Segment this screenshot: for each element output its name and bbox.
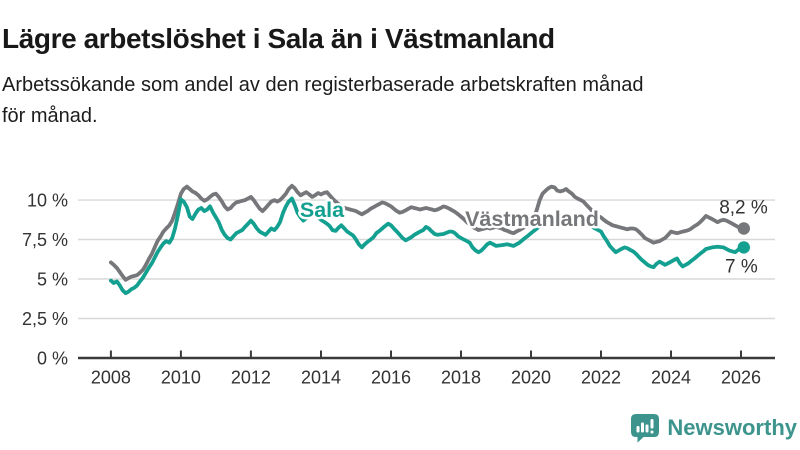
x-axis-tick-label: 2024 xyxy=(651,368,691,388)
x-axis-tick-label: 2020 xyxy=(511,368,551,388)
series-end-value-sala: 7 % xyxy=(725,256,758,277)
y-axis-tick-label: 2,5 % xyxy=(22,309,68,329)
x-axis-tick-label: 2016 xyxy=(371,368,411,388)
y-axis-tick-label: 5 % xyxy=(37,270,68,290)
chart-subtitle: Arbetssökande som andel av den registerb… xyxy=(2,70,782,132)
x-axis-tick-label: 2026 xyxy=(721,368,761,388)
y-axis-tick-label: 10 % xyxy=(27,191,68,211)
x-axis-tick-label: 2018 xyxy=(441,368,481,388)
y-axis-tick-label: 0 % xyxy=(37,349,68,369)
series-end-dot-vastmanland xyxy=(737,222,750,235)
chart-subtitle-line-1: Arbetssökande som andel av den registerb… xyxy=(2,74,644,96)
series-end-value-vastmanland: 8,2 % xyxy=(719,198,768,219)
x-axis-tick-label: 2008 xyxy=(91,368,131,388)
series-line-vastmanland xyxy=(109,183,746,282)
newsworthy-logo[interactable]: Newsworthy xyxy=(630,413,797,443)
series-end-dot-sala xyxy=(737,241,750,254)
series-line-sala xyxy=(109,196,746,296)
x-axis-tick-label: 2012 xyxy=(231,368,271,388)
y-axis-tick-label: 7,5 % xyxy=(22,230,68,250)
bar-chart-speech-bubble-icon xyxy=(630,413,660,443)
x-axis-tick-label: 2022 xyxy=(581,368,621,388)
newsworthy-wordmark: Newsworthy xyxy=(667,415,797,440)
series-label-vastmanland: Västmanland xyxy=(465,207,599,231)
series-label-sala: Sala xyxy=(300,198,345,222)
x-axis-tick-label: 2014 xyxy=(301,368,341,388)
x-axis-tick-label: 2010 xyxy=(161,368,201,388)
chart-subtitle-line-2: för månad. xyxy=(2,105,98,127)
page-title: Lägre arbetslöshet i Sala än i Västmanla… xyxy=(2,22,555,54)
